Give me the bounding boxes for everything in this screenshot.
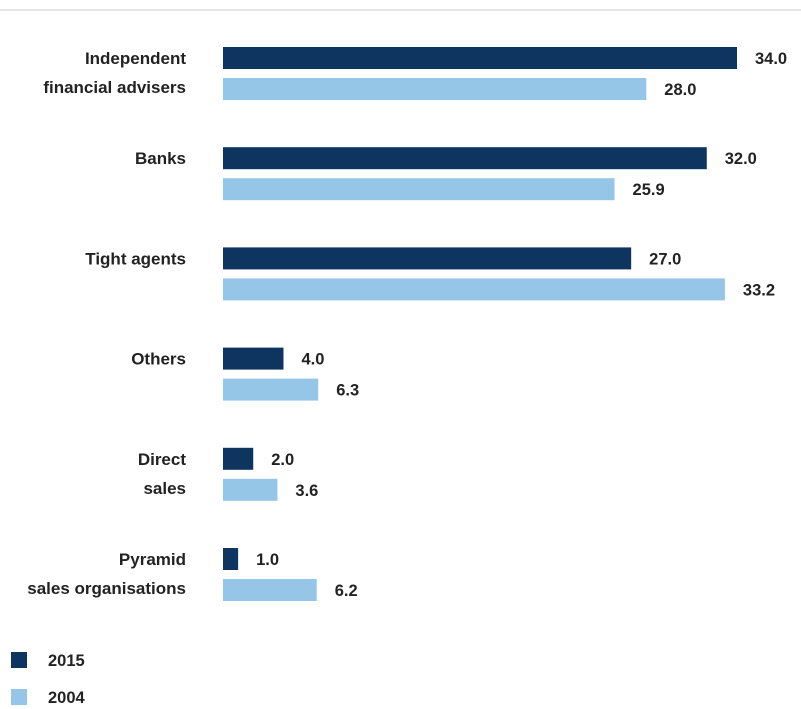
value-label: 33.2 [743, 281, 775, 299]
value-label: 2.0 [271, 451, 294, 469]
bar-2015 [223, 147, 707, 170]
category-label: Banks [135, 149, 186, 168]
value-label: 34.0 [755, 50, 787, 68]
bar-2004 [223, 278, 725, 301]
bar-2015 [223, 447, 254, 470]
value-label: 25.9 [633, 181, 665, 199]
bar-2004 [223, 178, 615, 201]
category-label: Others [131, 350, 186, 369]
legend-label: 2004 [48, 689, 86, 707]
category-label: Direct [138, 450, 187, 469]
category-label: financial advisers [43, 78, 186, 97]
category-label: Pyramid [119, 550, 186, 569]
legend-swatch-2004 [11, 689, 27, 705]
category-label: sales [143, 479, 186, 498]
value-label: 6.3 [336, 382, 359, 400]
bar-2004 [223, 78, 647, 100]
bar-2004 [223, 478, 278, 501]
bar-2015 [223, 47, 737, 69]
category-label: Independent [85, 49, 186, 68]
value-label: 4.0 [301, 351, 324, 369]
bar-2015 [223, 548, 239, 570]
value-label: 3.6 [295, 482, 318, 500]
value-label: 27.0 [649, 250, 681, 268]
legend: 2015 2004 [11, 652, 86, 707]
bar-2015 [223, 347, 284, 370]
category-label: Tight agents [85, 249, 186, 268]
bar-2015 [223, 247, 632, 270]
value-label: 1.0 [256, 551, 279, 569]
value-label: 6.2 [335, 582, 358, 600]
category-label: sales organisations [27, 579, 186, 598]
bar-2004 [223, 378, 319, 401]
bar-2004 [223, 579, 317, 601]
value-label: 28.0 [664, 81, 696, 99]
value-label: 32.0 [725, 150, 757, 168]
legend-label: 2015 [48, 652, 85, 670]
plot-area: Independent financial advisers 34.0 28.0 Ban… [27, 47, 787, 601]
legend-swatch-2015 [11, 652, 27, 668]
